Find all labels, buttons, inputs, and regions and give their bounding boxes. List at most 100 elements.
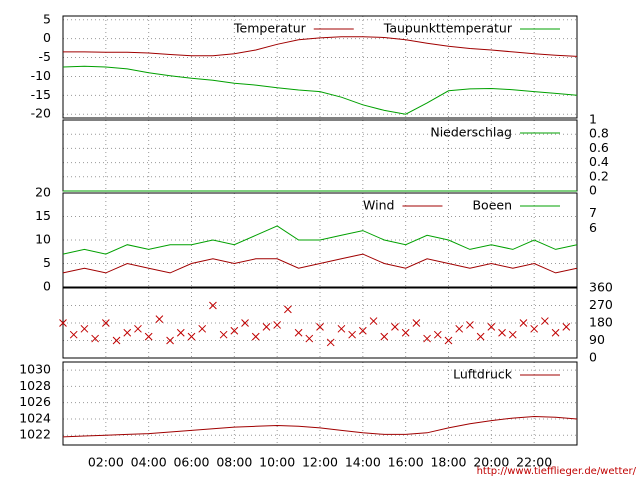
scatter-point bbox=[166, 336, 174, 345]
scatter-point bbox=[230, 326, 239, 335]
scatter-point bbox=[401, 328, 410, 337]
scatter-point bbox=[466, 321, 474, 329]
x-tick-label: 16:00 bbox=[388, 455, 424, 470]
scatter-point bbox=[69, 330, 78, 339]
x-tick-label: 20:00 bbox=[473, 455, 509, 470]
x-tick-label: 10:00 bbox=[259, 455, 295, 470]
legend-label: Wind bbox=[363, 198, 394, 213]
y2-tick-label: 0 bbox=[589, 183, 597, 198]
scatter-point bbox=[294, 328, 303, 337]
scatter-point bbox=[498, 328, 506, 337]
x-tick-label: 06:00 bbox=[173, 455, 209, 470]
scatter-point bbox=[101, 319, 110, 327]
scatter-point bbox=[316, 323, 324, 331]
scatter-point bbox=[487, 323, 496, 331]
scatter-point bbox=[551, 328, 560, 337]
scatter-point bbox=[209, 301, 217, 310]
y-tick-label: 1028 bbox=[19, 378, 51, 393]
scatter-point bbox=[176, 328, 185, 337]
y2-tick-label: 90 bbox=[589, 332, 605, 347]
legend-label: Boeen bbox=[472, 198, 512, 213]
scatter-point bbox=[455, 324, 464, 333]
scatter-point bbox=[123, 328, 132, 337]
y-tick-label: 1026 bbox=[19, 394, 51, 409]
scatter-point bbox=[144, 332, 153, 341]
y2-tick-label: 0.4 bbox=[589, 154, 609, 169]
legend-label: Niederschlag bbox=[430, 125, 512, 140]
scatter-point bbox=[187, 332, 196, 341]
scatter-point bbox=[91, 334, 99, 343]
x-tick-label: 22:00 bbox=[516, 455, 552, 470]
panel-frame bbox=[62, 361, 578, 446]
y2-tick-label: 7 bbox=[589, 205, 597, 220]
y-tick-label: 1024 bbox=[19, 410, 51, 425]
scatter-point bbox=[251, 332, 260, 341]
y2-tick-label: 6 bbox=[589, 220, 597, 235]
scatter-point bbox=[541, 317, 549, 325]
x-tick-label: 12:00 bbox=[302, 455, 338, 470]
scatter-point bbox=[423, 334, 431, 343]
scatter-point bbox=[112, 336, 121, 345]
source-url: http://www.tiefflieger.de/wetter/ bbox=[477, 466, 637, 477]
y-tick-label: 10 bbox=[35, 232, 51, 247]
legend-label: Luftdruck bbox=[453, 367, 513, 382]
x-tick-label: 04:00 bbox=[131, 455, 167, 470]
y2-tick-label: 270 bbox=[589, 297, 613, 312]
scatter-point bbox=[444, 336, 453, 345]
scatter-point bbox=[219, 330, 228, 339]
y-tick-label: 0 bbox=[43, 30, 51, 45]
scatter-point bbox=[562, 323, 571, 331]
scatter-point bbox=[530, 324, 539, 333]
scatter-point bbox=[134, 324, 142, 333]
x-tick-label: 02:00 bbox=[88, 455, 124, 470]
series-line bbox=[62, 65, 578, 115]
y2-tick-label: 1 bbox=[589, 112, 597, 127]
scatter-point bbox=[519, 319, 528, 327]
scatter-point bbox=[241, 319, 249, 327]
y2-tick-label: 0 bbox=[589, 350, 597, 365]
y2-tick-label: 0.2 bbox=[589, 168, 609, 183]
scatter-point bbox=[380, 332, 389, 341]
scatter-point bbox=[80, 324, 89, 333]
x-tick-label: 08:00 bbox=[216, 455, 252, 470]
x-tick-label: 14:00 bbox=[345, 455, 381, 470]
y-tick-label: 1022 bbox=[19, 427, 51, 442]
y2-tick-label: 360 bbox=[589, 280, 613, 295]
scatter-point bbox=[412, 319, 421, 327]
y-tick-label: -20 bbox=[31, 106, 51, 121]
scatter-point bbox=[305, 334, 314, 343]
scatter-point bbox=[391, 323, 399, 331]
series-line bbox=[63, 36, 578, 57]
y-tick-label: 5 bbox=[43, 11, 51, 26]
y-tick-label: -5 bbox=[39, 49, 51, 64]
legend-label: Taupunkttemperatur bbox=[383, 21, 513, 36]
y-tick-label: 5 bbox=[43, 255, 51, 270]
y2-tick-label: 180 bbox=[589, 315, 613, 330]
scatter-point bbox=[337, 324, 346, 333]
scatter-point bbox=[262, 323, 271, 331]
scatter-point bbox=[155, 315, 164, 323]
y2-tick-label: 0.6 bbox=[589, 140, 609, 155]
series-line bbox=[62, 253, 578, 274]
scatter-point bbox=[284, 305, 292, 314]
series-line bbox=[62, 225, 578, 255]
y-tick-label: 15 bbox=[35, 208, 51, 223]
scatter-point bbox=[348, 330, 356, 339]
scatter-point bbox=[273, 321, 282, 329]
scatter-point bbox=[508, 330, 517, 339]
scatter-point bbox=[433, 330, 442, 339]
scatter-point bbox=[358, 326, 367, 335]
y-tick-label: 20 bbox=[35, 185, 51, 200]
y-tick-label: -15 bbox=[31, 87, 51, 102]
scatter-point bbox=[198, 324, 207, 333]
x-tick-label: 18:00 bbox=[430, 455, 466, 470]
scatter-point bbox=[326, 338, 335, 347]
legend-label: Temperatur bbox=[233, 21, 307, 36]
scatter-point bbox=[369, 317, 378, 325]
scatter-point bbox=[59, 319, 67, 327]
y-tick-label: -10 bbox=[31, 68, 51, 83]
y2-tick-label: 0.8 bbox=[589, 126, 609, 141]
series-line bbox=[62, 415, 578, 438]
y-tick-label: 1030 bbox=[19, 362, 51, 377]
